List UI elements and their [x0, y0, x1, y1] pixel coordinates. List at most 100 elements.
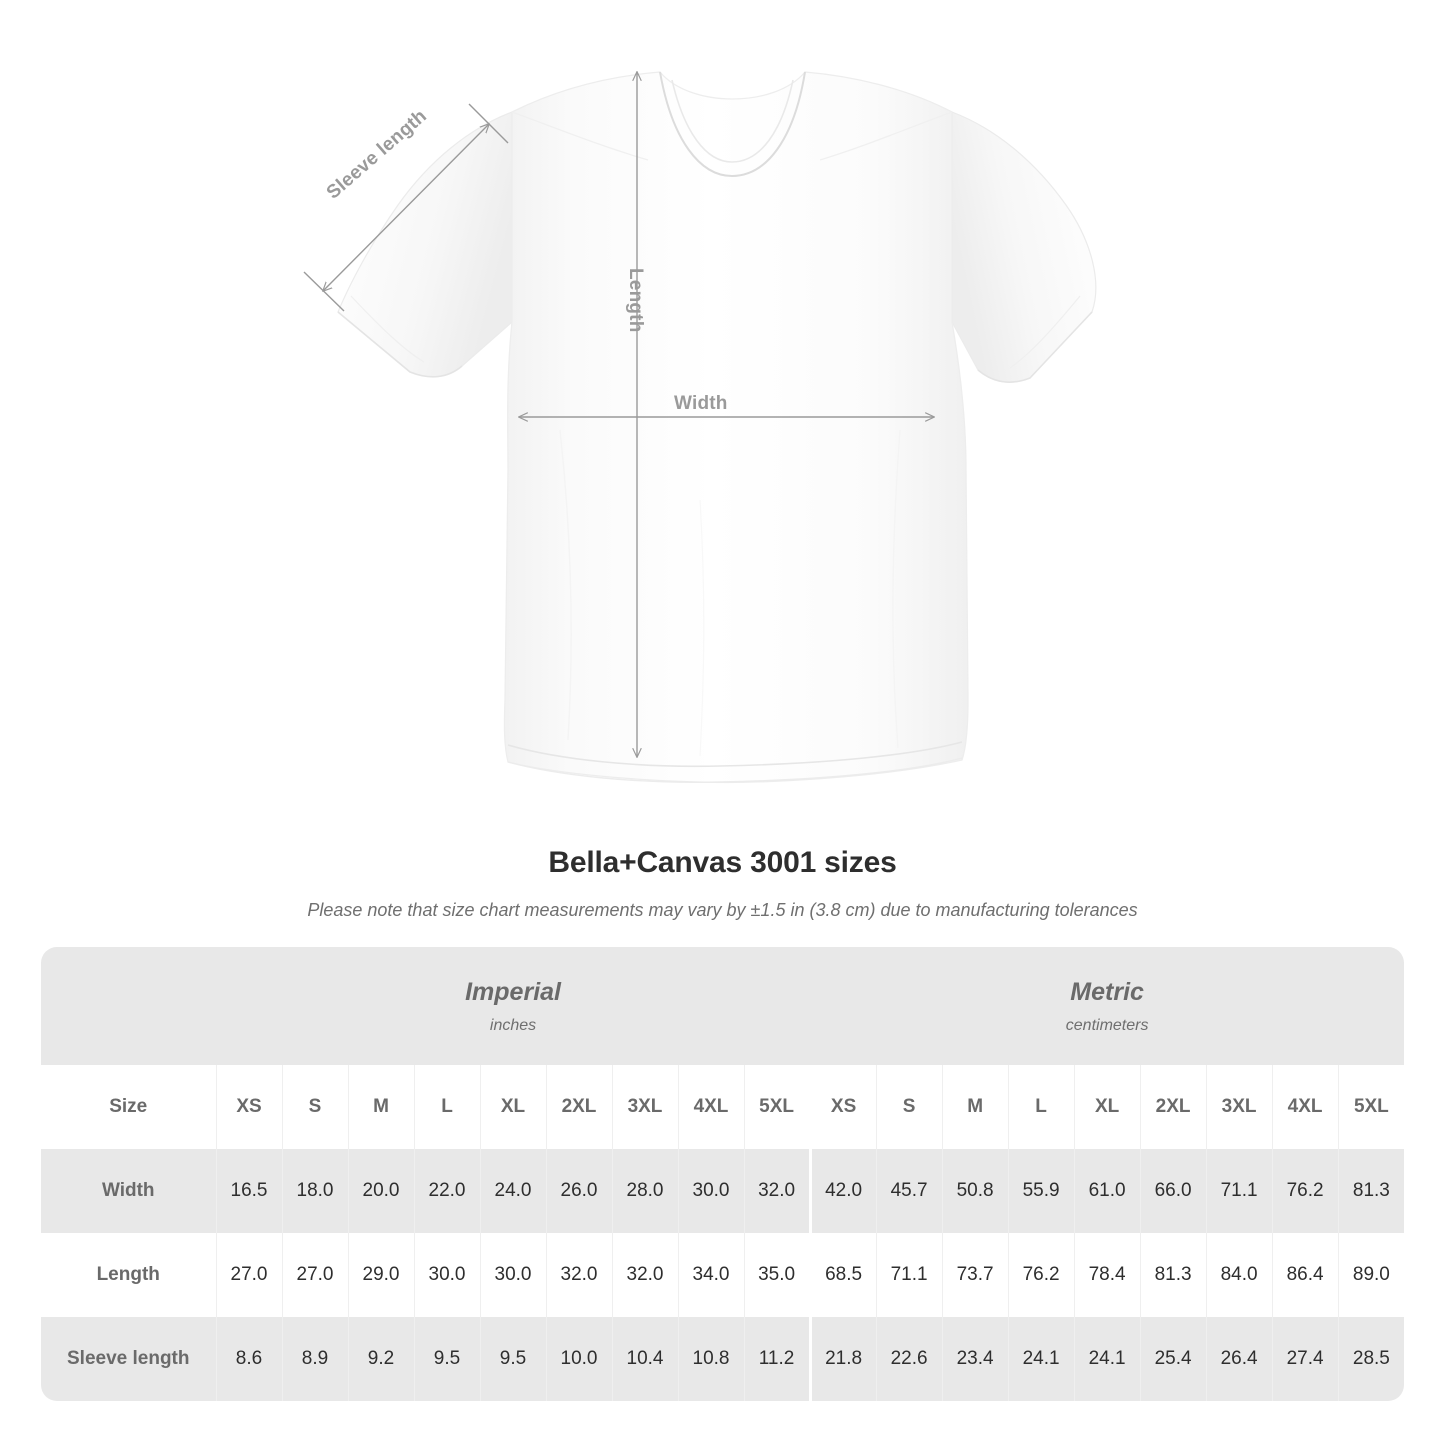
sleeve-tick-top	[468, 103, 509, 144]
size-header-imperial-4XL: 4XL	[677, 1065, 744, 1149]
cell-width-metric-5XL: 81.3	[1337, 1149, 1405, 1233]
metric-system-label: Metric	[1070, 977, 1144, 1006]
cell-sleeve-length-imperial-XS: 8.6	[215, 1317, 282, 1401]
cell-width-imperial-L: 22.0	[413, 1149, 480, 1233]
cell-length-imperial-3XL: 32.0	[611, 1233, 678, 1317]
width-label: Width	[674, 393, 728, 414]
size-header-metric-M: M	[941, 1065, 1009, 1149]
size-header-metric-S: S	[875, 1065, 943, 1149]
cell-width-metric-S: 45.7	[875, 1149, 943, 1233]
cell-width-metric-3XL: 71.1	[1205, 1149, 1273, 1233]
length-label: Length	[625, 268, 646, 333]
size-header-metric-XS: XS	[808, 1065, 877, 1149]
imperial-system-label: Imperial	[465, 977, 561, 1006]
cell-sleeve-length-metric-M: 23.4	[941, 1317, 1009, 1401]
size-header-imperial-5XL: 5XL	[743, 1065, 811, 1149]
cell-width-metric-M: 50.8	[941, 1149, 1009, 1233]
cell-sleeve-length-metric-XS: 21.8	[808, 1317, 877, 1401]
tshirt-diagram: Sleeve length Length Width	[303, 0, 1097, 784]
cell-width-imperial-5XL: 32.0	[743, 1149, 811, 1233]
cell-sleeve-length-metric-L: 24.1	[1007, 1317, 1075, 1401]
cell-width-imperial-XS: 16.5	[215, 1149, 282, 1233]
size-header-imperial-XS: XS	[215, 1065, 282, 1149]
cell-width-metric-XL: 61.0	[1073, 1149, 1141, 1233]
size-header-metric-5XL: 5XL	[1337, 1065, 1405, 1149]
cell-length-imperial-L: 30.0	[413, 1233, 480, 1317]
cell-length-metric-3XL: 84.0	[1205, 1233, 1273, 1317]
size-header-imperial-S: S	[281, 1065, 348, 1149]
cell-width-imperial-M: 20.0	[347, 1149, 414, 1233]
size-header-imperial-M: M	[347, 1065, 414, 1149]
cell-sleeve-length-imperial-XL: 9.5	[479, 1317, 546, 1401]
table-row: Width 16.5 18.0 20.0 22.0 24.0 26.0 28.0 30.0 32.…	[41, 1149, 1405, 1233]
cell-width-metric-XS: 42.0	[808, 1149, 877, 1233]
size-header-metric-4XL: 4XL	[1271, 1065, 1339, 1149]
cell-width-imperial-3XL: 28.0	[611, 1149, 678, 1233]
cell-sleeve-length-metric-3XL: 26.4	[1205, 1317, 1273, 1401]
cell-width-imperial-XL: 24.0	[479, 1149, 546, 1233]
size-header-imperial-3XL: 3XL	[611, 1065, 678, 1149]
cell-length-metric-S: 71.1	[875, 1233, 943, 1317]
size-header-metric-3XL: 3XL	[1205, 1065, 1273, 1149]
size-header-imperial-2XL: 2XL	[545, 1065, 612, 1149]
title-block: Bella+Canvas 3001 sizes Please note that…	[0, 846, 1445, 921]
cell-length-imperial-5XL: 35.0	[743, 1233, 811, 1317]
page-title: Bella+Canvas 3001 sizes	[548, 846, 897, 879]
unit-group-metric: Metric centimeters	[810, 947, 1405, 1065]
cell-length-imperial-4XL: 34.0	[677, 1233, 744, 1317]
metric-unit-label: centimeters	[1065, 1016, 1149, 1034]
row-label-sleeve-length: Sleeve length	[67, 1348, 190, 1369]
cell-sleeve-length-imperial-3XL: 10.4	[611, 1317, 678, 1401]
cell-sleeve-length-imperial-M: 9.2	[347, 1317, 414, 1401]
cell-length-imperial-2XL: 32.0	[545, 1233, 612, 1317]
cell-width-metric-4XL: 76.2	[1271, 1149, 1339, 1233]
size-header-imperial-L: L	[413, 1065, 480, 1149]
size-chart-table: Imperial inches Metric centimeters Size X…	[41, 947, 1405, 1401]
cell-width-metric-L: 55.9	[1007, 1149, 1075, 1233]
cell-length-metric-XL: 78.4	[1073, 1233, 1141, 1317]
cell-length-imperial-S: 27.0	[281, 1233, 348, 1317]
cell-width-metric-2XL: 66.0	[1139, 1149, 1207, 1233]
row-label-size: Size	[109, 1096, 148, 1117]
size-header-imperial-XL: XL	[479, 1065, 546, 1149]
cell-length-metric-5XL: 89.0	[1337, 1233, 1405, 1317]
garment-shape	[337, 71, 1097, 784]
cell-sleeve-length-metric-S: 22.6	[875, 1317, 943, 1401]
unit-group-imperial: Imperial inches	[216, 947, 811, 1065]
cell-length-metric-L: 76.2	[1007, 1233, 1075, 1317]
row-label-width: Width	[101, 1180, 155, 1201]
table-row: Length 27.0 27.0 29.0 30.0 30.0 32.0 32.0 34.0 35…	[41, 1233, 1405, 1317]
size-chart-table-wrapper: Imperial inches Metric centimeters Size X…	[41, 947, 1405, 1401]
cell-width-imperial-4XL: 30.0	[677, 1149, 744, 1233]
cell-sleeve-length-imperial-L: 9.5	[413, 1317, 480, 1401]
size-table-head: Imperial inches Metric centimeters	[41, 947, 1405, 1065]
cell-length-imperial-XS: 27.0	[215, 1233, 282, 1317]
cell-sleeve-length-imperial-5XL: 11.2	[743, 1317, 811, 1401]
cell-sleeve-length-metric-4XL: 27.4	[1271, 1317, 1339, 1401]
cell-sleeve-length-imperial-S: 8.9	[281, 1317, 348, 1401]
size-header-metric-XL: XL	[1073, 1065, 1141, 1149]
size-header-metric-L: L	[1007, 1065, 1075, 1149]
tshirt-illustration	[303, 0, 1097, 784]
cell-length-metric-XS: 68.5	[808, 1233, 877, 1317]
tolerance-note: Please note that size chart measurements…	[307, 900, 1138, 920]
row-label-length: Length	[96, 1264, 160, 1285]
size-header-metric-2XL: 2XL	[1139, 1065, 1207, 1149]
size-table-body: Size XS S M L XL 2XL 3XL 4XL 5XL XS S M L XL 2XL 3XL 4XL 5…	[41, 1065, 1405, 1401]
cell-width-imperial-S: 18.0	[281, 1149, 348, 1233]
unit-band-row: Imperial inches Metric centimeters	[41, 947, 1405, 1065]
cell-sleeve-length-metric-XL: 24.1	[1073, 1317, 1141, 1401]
dimension-arrows	[303, 72, 934, 757]
imperial-unit-label: inches	[489, 1016, 537, 1034]
cell-length-metric-M: 73.7	[941, 1233, 1009, 1317]
cell-length-metric-4XL: 86.4	[1271, 1233, 1339, 1317]
table-row: Sleeve length 8.6 8.9 9.2 9.5 9.5 10.0 10.4 10.8…	[41, 1317, 1405, 1401]
cell-length-metric-2XL: 81.3	[1139, 1233, 1207, 1317]
cell-sleeve-length-imperial-2XL: 10.0	[545, 1317, 612, 1401]
sleeve-tick-bottom	[303, 271, 345, 312]
unit-band-spacer	[41, 947, 216, 1065]
table-row-size-header: Size XS S M L XL 2XL 3XL 4XL 5XL XS S M L XL 2XL 3XL 4XL 5…	[41, 1065, 1405, 1149]
cell-sleeve-length-metric-5XL: 28.5	[1337, 1317, 1405, 1401]
cell-sleeve-length-imperial-4XL: 10.8	[677, 1317, 744, 1401]
cell-sleeve-length-metric-2XL: 25.4	[1139, 1317, 1207, 1401]
